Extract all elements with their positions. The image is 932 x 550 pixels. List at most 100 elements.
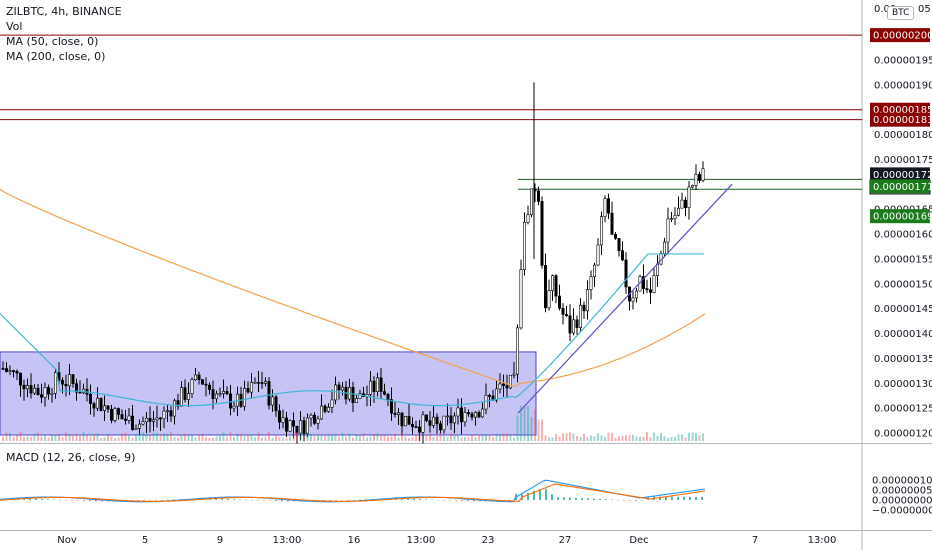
volume-bar	[156, 433, 158, 441]
volume-bar	[198, 434, 200, 441]
volume-bar	[26, 436, 29, 441]
volume-bar	[667, 437, 669, 441]
candle-body	[515, 327, 519, 375]
price-tag-label: 0.00000172	[873, 170, 932, 181]
candle-body	[449, 415, 453, 424]
candle-body	[270, 396, 274, 406]
candle-body	[498, 383, 502, 390]
volume-bar	[481, 434, 484, 441]
price-tag-label: 0.00000183	[873, 115, 932, 126]
macd-histogram-bar	[695, 496, 697, 500]
x-tick-label: 13:00	[407, 535, 436, 546]
x-tick-label: Dec	[629, 535, 648, 546]
volume-bar	[537, 419, 540, 441]
candle-body	[540, 201, 544, 266]
candle-body	[673, 214, 677, 219]
volume-bar	[254, 437, 256, 441]
volume-bar	[282, 437, 284, 441]
volume-bar	[502, 433, 505, 441]
volume-bar	[418, 433, 421, 441]
candle-body	[120, 414, 124, 420]
volume-bar	[376, 433, 379, 441]
volume-bar	[600, 435, 603, 441]
candle-body	[169, 410, 173, 417]
volume-bar	[695, 433, 697, 441]
candle-body	[22, 384, 26, 390]
volume-bar	[509, 434, 512, 441]
volume-bar	[446, 436, 449, 441]
volume-bar	[362, 433, 365, 441]
candle-body	[113, 408, 117, 421]
candle-body	[208, 384, 212, 390]
y-tick-label: 0.00000190	[874, 80, 932, 91]
x-tick-label: 9	[217, 535, 223, 546]
price-tag	[870, 167, 930, 182]
volume-bar	[632, 434, 634, 441]
macd-histogram-bar	[419, 499, 421, 500]
volume-legend[interactable]: Vol	[6, 20, 23, 33]
volume-bar	[271, 437, 274, 441]
volume-bar	[166, 433, 169, 441]
y-tick-label: 0.00000130	[874, 379, 932, 390]
volume-bar	[313, 436, 316, 441]
volume-bar	[268, 432, 270, 441]
volume-bar	[649, 437, 652, 441]
macd-histogram-bar	[341, 500, 343, 501]
candle-body	[152, 419, 156, 422]
ma50-legend[interactable]: MA (50, close, 0)	[6, 35, 99, 48]
volume-bar	[324, 436, 326, 441]
currency-badge[interactable]: BTC	[887, 6, 915, 20]
macd-histogram-bar	[467, 500, 469, 502]
candle-body	[480, 408, 484, 418]
candle-body	[610, 212, 614, 235]
candle-body	[571, 319, 575, 334]
macd-histogram-bar	[251, 499, 253, 501]
candle-body	[508, 374, 512, 389]
volume-bar	[275, 436, 277, 441]
candle-body	[277, 410, 281, 423]
volume-bar	[180, 435, 183, 441]
candle-body	[215, 393, 219, 399]
ma200-legend[interactable]: MA (200, close, 0)	[6, 50, 106, 63]
candle-body	[298, 420, 302, 434]
candle-body	[211, 389, 215, 399]
volume-bar	[555, 434, 557, 441]
macd-y-tick-label: −0.00000005	[872, 506, 932, 517]
macd-histogram-bar	[71, 500, 73, 501]
candle-body	[592, 264, 596, 278]
candle-body	[204, 383, 208, 386]
candle-body	[694, 174, 698, 186]
volume-bar	[656, 435, 659, 441]
candle-body	[606, 198, 610, 214]
macd-histogram-bar	[701, 496, 703, 500]
macd-title[interactable]: MACD (12, 26, close, 9)	[6, 451, 136, 464]
volume-bar	[229, 432, 232, 441]
volume-bar	[191, 435, 193, 441]
macd-histogram-bar	[47, 499, 49, 500]
ma200-line	[0, 188, 706, 388]
volume-bar	[170, 432, 172, 441]
volume-bar	[457, 434, 459, 441]
volume-bar	[110, 436, 113, 441]
volume-bar	[453, 433, 456, 441]
candle-body	[117, 408, 121, 415]
volume-bar	[635, 436, 638, 441]
volume-bar	[215, 436, 218, 441]
candle-body	[180, 387, 184, 407]
candle-body	[589, 276, 593, 290]
volume-bar	[698, 435, 701, 441]
candle-body	[256, 382, 260, 384]
candle-body	[134, 427, 138, 430]
volume-bar	[373, 433, 375, 441]
candle-body	[620, 250, 624, 261]
candle-body	[386, 393, 390, 400]
volume-bar	[233, 437, 235, 441]
volume-bar	[303, 437, 305, 441]
symbol-title[interactable]: ZILBTC, 4h, BINANCE	[6, 5, 122, 18]
macd-histogram-bar	[77, 500, 79, 501]
candle-body	[15, 371, 19, 374]
volume-bar	[443, 436, 445, 441]
candle-body	[477, 412, 481, 418]
volume-bar	[128, 435, 130, 441]
